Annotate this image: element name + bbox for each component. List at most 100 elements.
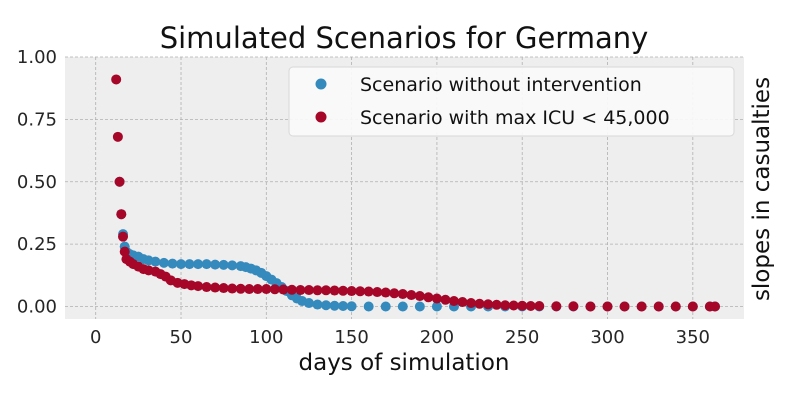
data-point: [431, 301, 442, 312]
data-point: [414, 301, 425, 312]
data-point: [372, 287, 383, 298]
data-point: [329, 285, 340, 296]
data-point: [193, 259, 204, 270]
data-point: [551, 301, 562, 312]
data-point: [201, 259, 212, 270]
x-tick-label: 50: [170, 327, 193, 348]
y-tick-label: 0.75: [17, 109, 57, 130]
data-point: [500, 300, 511, 311]
data-point: [184, 259, 195, 270]
data-point: [218, 259, 229, 270]
data-point: [585, 301, 596, 312]
data-point: [619, 301, 630, 312]
data-point: [491, 299, 502, 310]
data-point: [158, 257, 169, 268]
data-point: [218, 283, 229, 294]
data-point: [602, 301, 613, 312]
data-point: [118, 231, 129, 242]
x-tick-label: 200: [420, 327, 454, 348]
data-point: [525, 301, 536, 312]
y-tick-label: 0.50: [17, 172, 57, 193]
legend-label-max-icu: Scenario with max ICU < 45,000: [360, 107, 670, 129]
y-axis-label: slopes in casualties: [749, 77, 775, 301]
y-tick-label: 0.00: [17, 297, 57, 318]
data-point: [201, 282, 212, 293]
data-point: [116, 209, 127, 220]
data-point: [380, 301, 391, 312]
data-point: [355, 286, 366, 297]
chart-title: Simulated Scenarios for Germany: [160, 21, 649, 55]
data-point: [448, 296, 459, 307]
data-point: [112, 131, 123, 142]
data-point: [303, 285, 314, 296]
data-point: [709, 301, 720, 312]
data-point: [312, 299, 323, 310]
data-point: [210, 259, 221, 270]
data-point: [167, 258, 178, 269]
data-point: [119, 246, 130, 257]
data-point: [466, 298, 477, 309]
data-point: [278, 284, 289, 295]
data-point: [474, 298, 485, 309]
data-point: [114, 176, 125, 187]
data-series: [111, 74, 720, 312]
x-tick-label: 250: [505, 327, 539, 348]
data-point: [346, 301, 357, 312]
x-axis-ticks: 0 50 100 150 200 250 300 350: [90, 327, 710, 348]
data-point: [227, 260, 238, 271]
data-point: [568, 301, 579, 312]
data-point: [440, 294, 451, 305]
data-point: [397, 301, 408, 312]
data-point: [235, 283, 246, 294]
legend-box: [288, 66, 735, 137]
data-point: [244, 284, 255, 295]
data-point: [431, 293, 442, 304]
data-point: [363, 301, 374, 312]
data-point: [653, 301, 664, 312]
data-point: [670, 301, 681, 312]
data-point: [176, 259, 187, 270]
data-point: [261, 284, 272, 295]
data-point: [389, 288, 400, 299]
data-point: [252, 284, 263, 295]
data-point: [193, 281, 204, 292]
data-point: [423, 292, 434, 303]
data-point: [346, 286, 357, 297]
data-point: [321, 285, 332, 296]
x-tick-label: 150: [334, 327, 368, 348]
x-tick-label: 0: [90, 327, 101, 348]
data-point: [636, 301, 647, 312]
data-point: [406, 290, 417, 301]
legend-marker-no-intervention: [315, 78, 327, 90]
data-point: [380, 287, 391, 298]
data-point: [397, 289, 408, 300]
data-point: [286, 284, 297, 295]
legend-label-no-intervention: Scenario without intervention: [360, 74, 642, 96]
data-point: [269, 284, 280, 295]
x-tick-label: 350: [676, 327, 710, 348]
data-point: [312, 285, 323, 296]
data-point: [295, 285, 306, 296]
data-point: [483, 299, 494, 310]
x-axis-label: days of simulation: [299, 350, 510, 376]
data-point: [150, 256, 161, 267]
data-point: [329, 300, 340, 311]
y-tick-label: 0.25: [17, 234, 57, 255]
legend: Scenario without intervention Scenario w…: [288, 66, 735, 137]
data-point: [517, 300, 528, 311]
data-point: [414, 291, 425, 302]
data-point: [111, 74, 122, 85]
data-point: [338, 301, 349, 312]
data-point: [338, 285, 349, 296]
data-point: [687, 301, 698, 312]
data-point: [508, 300, 519, 311]
data-point: [227, 283, 238, 294]
data-point: [534, 301, 545, 312]
data-point: [321, 300, 332, 311]
series-1: [111, 74, 720, 312]
legend-marker-max-icu: [315, 111, 327, 123]
data-point: [210, 282, 221, 293]
data-point: [303, 298, 314, 309]
